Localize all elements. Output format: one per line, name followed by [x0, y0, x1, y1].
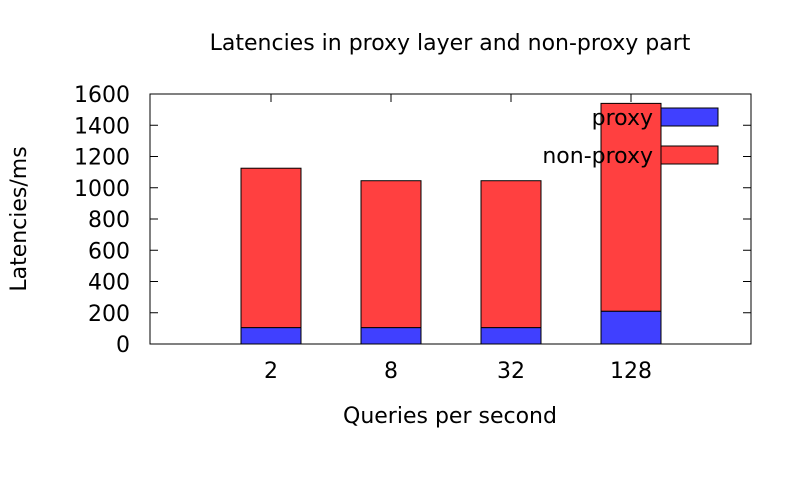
chart-title: Latencies in proxy layer and non-proxy p… — [210, 31, 691, 56]
x-tick-label: 128 — [610, 359, 652, 384]
bar-non-proxy-32 — [480, 180, 542, 329]
x-tick-label: 32 — [497, 359, 525, 384]
y-tick-label: 200 — [88, 302, 130, 327]
y-tick-label: 1000 — [74, 177, 130, 202]
x-tick-label: 8 — [384, 359, 398, 384]
bar-proxy-2 — [240, 327, 302, 345]
bar-non-proxy-2 — [240, 167, 302, 329]
legend-label: non-proxy — [542, 144, 653, 169]
y-axis-ticks: 0 200 400 600 800 1000 1200 1400 1600 — [74, 83, 751, 358]
x-axis-label: Queries per second — [343, 404, 557, 429]
legend-swatch-non-proxy — [660, 145, 719, 165]
x-axis-ticks: 2 8 32 128 — [264, 94, 652, 384]
bar-non-proxy-8 — [360, 180, 422, 329]
y-tick-label: 1400 — [74, 114, 130, 139]
bar-non-proxy-128 — [600, 102, 662, 312]
x-tick-label: 2 — [264, 359, 278, 384]
y-tick-label: 600 — [88, 239, 130, 264]
y-tick-label: 1600 — [74, 83, 130, 108]
y-tick-label: 1200 — [74, 146, 130, 171]
y-tick-label: 0 — [116, 333, 130, 358]
y-axis-label: Latencies/ms — [7, 146, 32, 291]
legend-swatch-proxy — [660, 107, 719, 127]
plot-area-frame — [149, 93, 752, 345]
legend: proxy non-proxy — [542, 106, 719, 169]
bar-proxy-8 — [360, 327, 422, 345]
bar-proxy-32 — [480, 327, 542, 345]
y-tick-label: 400 — [88, 271, 130, 296]
bar-series — [240, 102, 662, 345]
bar-proxy-128 — [600, 310, 662, 345]
y-tick-label: 800 — [88, 208, 130, 233]
legend-label: proxy — [592, 106, 653, 131]
